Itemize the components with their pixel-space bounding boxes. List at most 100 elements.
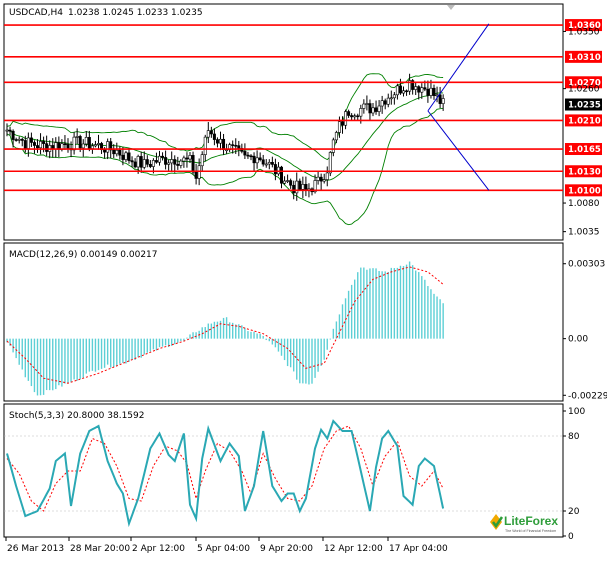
- candle-body: [161, 155, 165, 158]
- candle-body: [322, 179, 326, 182]
- candle-body: [173, 159, 177, 165]
- candle-body: [197, 165, 201, 179]
- price-axis: 1.0360 1.0310 1.0270 1.0210 1.0165 1.0130 1.01…: [563, 19, 607, 542]
- candle-body: [414, 86, 418, 90]
- candle-body: [23, 140, 27, 149]
- candle-body: [219, 138, 223, 144]
- candle-body: [392, 94, 396, 99]
- candle-body: [225, 149, 229, 151]
- candle-body: [29, 137, 33, 143]
- candle-body: [191, 155, 195, 173]
- candle-body: [304, 184, 308, 190]
- candle-body: [158, 155, 162, 163]
- candle-body: [154, 160, 158, 163]
- candle-body: [270, 162, 274, 165]
- bollinger-upper-band: [6, 73, 444, 161]
- candle-body: [78, 136, 82, 149]
- time-axis: 26 Mar 2013 28 Mar 20:00 2 Apr 12:00 5 Apr …: [5, 537, 448, 554]
- macd-panel: [3, 242, 564, 402]
- candle-body: [133, 161, 137, 168]
- candle-body: [313, 180, 317, 193]
- candle-body: [170, 159, 174, 164]
- candle-body: [188, 155, 192, 160]
- candle-body: [411, 80, 415, 90]
- candle-body: [206, 130, 210, 138]
- candle-body: [115, 149, 119, 155]
- candle-body: [130, 160, 134, 163]
- candle-body: [75, 136, 79, 138]
- candle-body: [371, 107, 375, 114]
- x-tick-label: 5 Apr 04:00: [197, 544, 250, 554]
- candle-body: [11, 130, 15, 140]
- candle-body: [246, 154, 250, 157]
- candle-body: [362, 103, 366, 109]
- candle-body: [243, 151, 247, 156]
- candle-body: [273, 164, 277, 175]
- trend-line: [427, 110, 490, 191]
- y-tick-label: 1.0260: [568, 85, 600, 95]
- level-label: 1.0310: [568, 53, 601, 63]
- stoch-main-line: [6, 419, 445, 528]
- candle-body: [380, 100, 384, 107]
- candle-body: [340, 121, 344, 126]
- candle-body: [103, 149, 107, 153]
- candle-body: [408, 80, 412, 92]
- candle-body: [200, 154, 204, 167]
- candle-body: [237, 145, 241, 149]
- candle-body: [222, 138, 226, 151]
- level-tag: [565, 50, 602, 63]
- x-tick-label: 12 Apr 12:00: [324, 544, 383, 554]
- candle-body: [417, 86, 421, 93]
- candle-body: [401, 90, 405, 94]
- candle-body: [35, 145, 39, 149]
- candle-body: [267, 162, 271, 165]
- x-tick-label: 9 Apr 20:00: [260, 544, 313, 554]
- candle-body: [182, 157, 186, 162]
- chart-title: USDCAD,H4: [9, 8, 63, 18]
- candle-body: [231, 144, 235, 146]
- bollinger-lower-band: [6, 107, 444, 226]
- candle-body: [66, 144, 70, 149]
- candle-body: [81, 143, 85, 149]
- candle-body: [426, 88, 430, 96]
- level-tag: [565, 143, 602, 156]
- candle-body: [54, 142, 58, 150]
- candle-body: [319, 176, 323, 182]
- stoch-signal-line: [6, 425, 444, 512]
- level-tag: [565, 165, 602, 178]
- macd-y-tick-label: -0.00229: [568, 391, 607, 401]
- candle-body: [84, 137, 88, 145]
- candle-body: [93, 144, 97, 147]
- stoch-panel: [3, 403, 564, 538]
- x-tick-label: 26 Mar 2013: [7, 544, 64, 554]
- candle-body: [365, 103, 369, 105]
- candle-body: [298, 180, 302, 190]
- candle-body: [90, 145, 94, 149]
- candle-body: [148, 163, 152, 167]
- stoch-y-tick-label: 0: [568, 532, 574, 542]
- candle-body: [347, 111, 351, 116]
- candle-body: [441, 98, 445, 104]
- level-label: 1.0210: [568, 116, 601, 126]
- candle-body: [151, 160, 155, 167]
- candle-body: [432, 87, 436, 96]
- candle-body: [118, 149, 122, 156]
- level-tag: [565, 76, 602, 89]
- candle-body: [45, 143, 49, 152]
- stoch-plot: [4, 419, 563, 528]
- shift-marker-icon[interactable]: [447, 5, 455, 10]
- candle-body: [176, 163, 180, 166]
- candle-body: [328, 152, 332, 174]
- candle-body: [337, 121, 341, 133]
- logo-tagline: The World of Financial Freedom: [505, 529, 556, 533]
- price-plot: [4, 23, 563, 226]
- candle-body: [438, 94, 442, 104]
- candle-body: [121, 154, 125, 160]
- candle-body: [142, 159, 146, 168]
- candle-body: [356, 115, 360, 118]
- candle-body: [209, 130, 213, 135]
- candle-body: [325, 172, 329, 180]
- candle-body: [26, 137, 30, 149]
- candle-body: [164, 157, 168, 165]
